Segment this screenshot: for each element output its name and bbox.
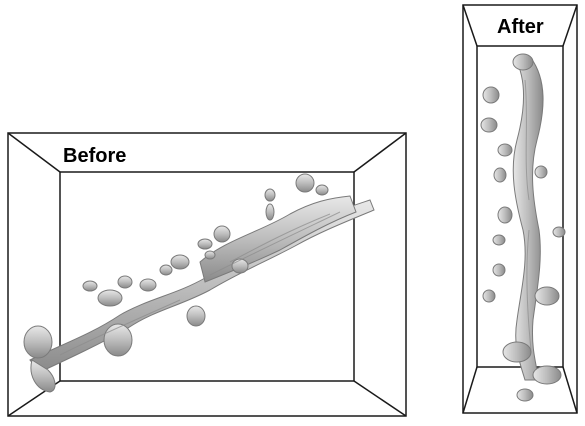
before-label: Before (63, 145, 127, 167)
before-dendrite (23, 173, 375, 393)
before-outer-frame (7, 132, 407, 417)
after-label: After (497, 16, 544, 38)
before-inner-frame (59, 171, 355, 382)
after-inner-frame (476, 45, 564, 368)
after-outer-frame (462, 4, 578, 414)
before-render (7, 132, 407, 417)
before-panel: Before (7, 132, 407, 417)
after-panel: After (455, 0, 585, 426)
after-render (462, 4, 578, 414)
after-dendrite (480, 53, 566, 402)
